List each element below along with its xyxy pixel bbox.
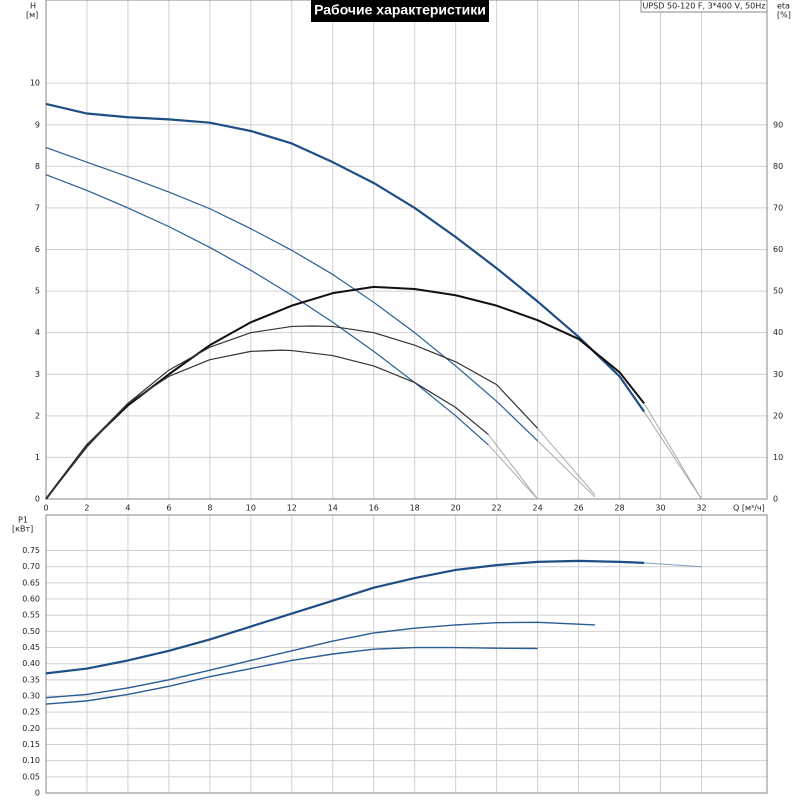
curve xyxy=(488,434,538,500)
y-tick-label: 0 xyxy=(35,789,40,798)
curve xyxy=(644,562,702,568)
y-axis-label: P1 xyxy=(18,516,28,525)
y2-axis-label: eta xyxy=(777,2,790,11)
x-tick-label: 20 xyxy=(451,504,461,513)
y2-tick-label: 90 xyxy=(773,120,783,129)
curve xyxy=(45,102,646,413)
y2-tick-label: 20 xyxy=(773,411,783,420)
y-tick-label: 0.25 xyxy=(22,708,40,717)
curve xyxy=(537,427,596,496)
curve xyxy=(643,411,702,500)
y-tick-label: 7 xyxy=(35,203,40,212)
y-tick-label: 0.50 xyxy=(22,627,40,636)
chart-title: Рабочие характеристики xyxy=(314,2,486,18)
y-axis-unit: [м] xyxy=(26,11,38,20)
y-tick-label: 0.15 xyxy=(22,740,40,749)
y-tick-label: 0.75 xyxy=(22,546,40,555)
y-tick-label: 0.20 xyxy=(22,724,40,733)
plot-frame xyxy=(45,514,768,794)
chart-subtitle: UPSD 50-120 F, 3*400 V, 50Hz xyxy=(643,2,766,11)
y-tick-label: 0 xyxy=(35,495,40,504)
x-tick-label: 2 xyxy=(84,504,89,513)
y-tick-label: 0.70 xyxy=(22,562,40,571)
y-axis-unit: [кВт] xyxy=(12,525,33,534)
curve xyxy=(45,147,539,442)
x-tick-label: 16 xyxy=(369,504,379,513)
y-tick-label: 0.30 xyxy=(22,692,40,701)
x-tick-label: 26 xyxy=(573,504,583,513)
x-axis-label: Q [м³/ч] xyxy=(733,504,765,513)
y-tick-label: 0.65 xyxy=(22,578,40,587)
y-tick-label: 9 xyxy=(35,120,40,129)
x-tick-label: 18 xyxy=(410,504,420,513)
y-tick-label: 0.10 xyxy=(22,756,40,765)
y2-axis-unit: [%] xyxy=(777,11,791,20)
curve xyxy=(45,349,489,500)
y-axis-label: H xyxy=(30,2,36,11)
plot-frame xyxy=(45,0,768,500)
x-tick-label: 14 xyxy=(328,504,338,513)
x-tick-label: 32 xyxy=(696,504,706,513)
curve xyxy=(45,646,538,705)
curve xyxy=(45,174,489,446)
x-tick-label: 28 xyxy=(614,504,624,513)
curve xyxy=(643,403,702,500)
y-tick-label: 8 xyxy=(35,162,40,171)
y-tick-label: 0.05 xyxy=(22,772,40,781)
y2-tick-label: 0 xyxy=(773,495,778,504)
curve xyxy=(45,325,539,500)
curve xyxy=(537,440,596,498)
y-tick-label: 4 xyxy=(35,328,40,337)
y-tick-label: 5 xyxy=(35,287,40,296)
subtitle-box xyxy=(640,0,768,13)
y-tick-label: 0.45 xyxy=(22,643,40,652)
y-tick-label: 0.35 xyxy=(22,675,40,684)
title-box xyxy=(311,0,489,22)
y-tick-label: 3 xyxy=(35,370,40,379)
curve xyxy=(45,285,645,500)
curve xyxy=(488,444,538,500)
y-tick-label: 6 xyxy=(35,245,40,254)
y2-tick-label: 40 xyxy=(773,328,783,337)
x-tick-label: 6 xyxy=(166,504,171,513)
x-tick-label: 10 xyxy=(246,504,256,513)
y-tick-label: 10 xyxy=(30,79,40,88)
y-tick-label: 0.40 xyxy=(22,659,40,668)
y2-tick-label: 60 xyxy=(773,245,783,254)
curve xyxy=(45,559,645,675)
x-tick-label: 30 xyxy=(655,504,665,513)
x-tick-label: 24 xyxy=(532,504,542,513)
y-tick-label: 2 xyxy=(35,411,40,420)
x-tick-label: 4 xyxy=(125,504,130,513)
y2-tick-label: 30 xyxy=(773,370,783,379)
x-tick-label: 22 xyxy=(492,504,502,513)
y-tick-label: 0.55 xyxy=(22,611,40,620)
x-tick-label: 0 xyxy=(43,504,48,513)
y-tick-label: 0.60 xyxy=(22,595,40,604)
y2-tick-label: 10 xyxy=(773,453,783,462)
x-tick-label: 12 xyxy=(287,504,297,513)
y2-tick-label: 70 xyxy=(773,203,783,212)
x-tick-label: 8 xyxy=(207,504,212,513)
y2-tick-label: 80 xyxy=(773,162,783,171)
y-tick-label: 1 xyxy=(35,453,40,462)
y2-tick-label: 50 xyxy=(773,287,783,296)
curve xyxy=(45,621,595,699)
